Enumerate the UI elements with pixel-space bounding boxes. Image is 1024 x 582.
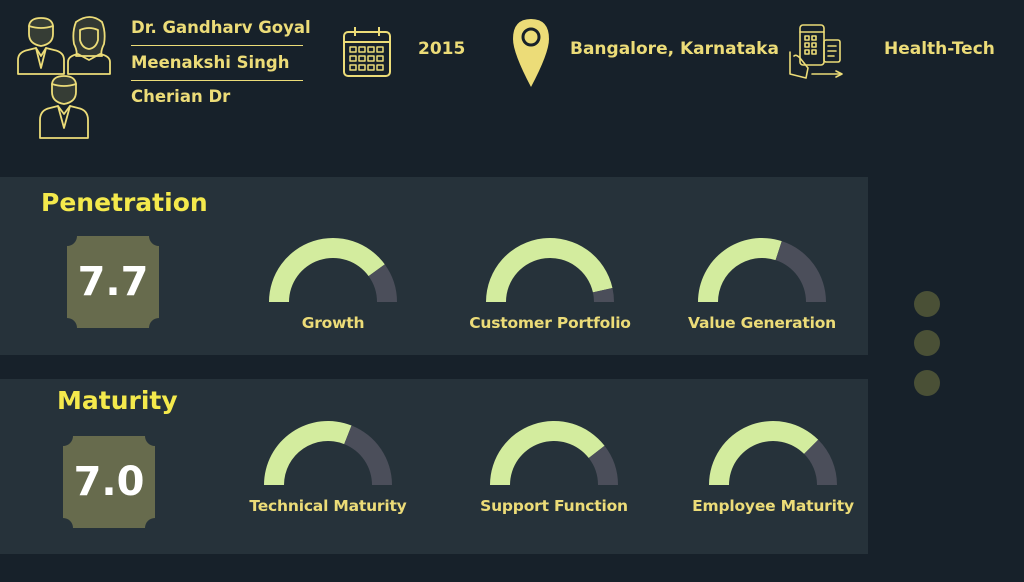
founders-icon xyxy=(14,12,114,142)
gauge-track-arc xyxy=(804,439,837,485)
maturity-score: 7.0 xyxy=(73,459,145,505)
founder-name-1: Dr. Gandharv Goyal xyxy=(131,18,311,37)
gauge-label: Employee Maturity xyxy=(692,497,854,515)
location-pin-icon xyxy=(511,17,551,89)
founded-year: 2015 xyxy=(418,39,466,59)
page-dot-2[interactable] xyxy=(914,330,940,356)
maturity-score-badge: 7.0 xyxy=(63,436,155,528)
gauge-track-arc xyxy=(592,288,614,302)
gauge-label: Customer Portfolio xyxy=(469,314,631,332)
gauge-track-arc xyxy=(368,264,397,302)
gauge-fill-arc xyxy=(698,237,782,302)
gauge-fill-arc xyxy=(486,237,613,302)
founder-name-2: Meenakshi Singh xyxy=(131,53,290,72)
page-dot-3[interactable] xyxy=(914,370,940,396)
gauge-fill-arc xyxy=(709,421,819,485)
gauge-label: Value Generation xyxy=(688,314,836,332)
penetration-score: 7.7 xyxy=(77,259,149,305)
gauge-label: Support Function xyxy=(480,497,628,515)
gauge-label: Technical Maturity xyxy=(249,497,407,515)
gauge-employee-maturity: Employee Maturity xyxy=(683,419,863,529)
founder-name-3: Cherian Dr xyxy=(131,87,231,106)
gauge-track-arc xyxy=(588,445,618,485)
calendar-icon xyxy=(341,24,393,80)
maturity-title: Maturity xyxy=(57,386,178,415)
gauge-track-arc xyxy=(344,425,392,485)
gauge-track-arc xyxy=(775,241,826,302)
gauge-growth: Growth xyxy=(243,236,423,346)
penetration-score-badge: 7.7 xyxy=(67,236,159,328)
founder-divider-2 xyxy=(131,80,303,81)
gauge-fill-arc xyxy=(269,237,385,302)
gauge-technical-maturity: Technical Maturity xyxy=(238,419,418,529)
gauge-label: Growth xyxy=(301,314,365,332)
founder-divider-1 xyxy=(131,45,303,46)
gauge-value-generation: Value Generation xyxy=(672,236,852,346)
page-dot-1[interactable] xyxy=(914,291,940,317)
gauge-customer-portfolio: Customer Portfolio xyxy=(460,236,640,346)
sector-text: Health-Tech xyxy=(884,39,995,59)
penetration-title: Penetration xyxy=(41,188,208,217)
health-tech-icon xyxy=(786,22,844,82)
location-text: Bangalore, Karnataka xyxy=(570,39,779,59)
gauge-fill-arc xyxy=(264,420,352,485)
gauge-support-function: Support Function xyxy=(464,419,644,529)
gauge-fill-arc xyxy=(490,420,605,485)
